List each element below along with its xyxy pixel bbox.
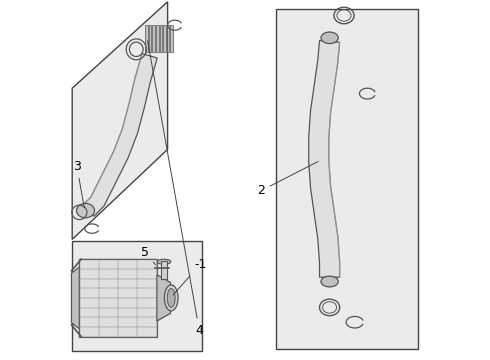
Bar <box>275 9 418 349</box>
Ellipse shape <box>167 289 175 307</box>
Polygon shape <box>157 275 171 321</box>
Bar <box>72 241 202 351</box>
Ellipse shape <box>164 285 178 311</box>
Text: 4: 4 <box>147 41 203 337</box>
Ellipse shape <box>157 259 171 264</box>
Bar <box>145 25 148 52</box>
Polygon shape <box>72 267 79 329</box>
Bar <box>156 25 159 52</box>
Bar <box>162 261 167 279</box>
Bar <box>171 25 173 52</box>
Bar <box>163 25 166 52</box>
Bar <box>152 25 155 52</box>
Ellipse shape <box>76 203 95 218</box>
Polygon shape <box>83 54 157 216</box>
Bar <box>167 25 170 52</box>
Polygon shape <box>309 40 340 277</box>
Text: 2: 2 <box>257 162 318 197</box>
Polygon shape <box>72 2 168 239</box>
Bar <box>79 259 157 337</box>
Bar <box>149 25 151 52</box>
Text: -1: -1 <box>173 258 206 295</box>
Bar <box>160 25 162 52</box>
Text: 3: 3 <box>73 160 84 208</box>
Text: 5: 5 <box>141 246 156 265</box>
Ellipse shape <box>321 32 338 44</box>
Ellipse shape <box>321 276 338 287</box>
